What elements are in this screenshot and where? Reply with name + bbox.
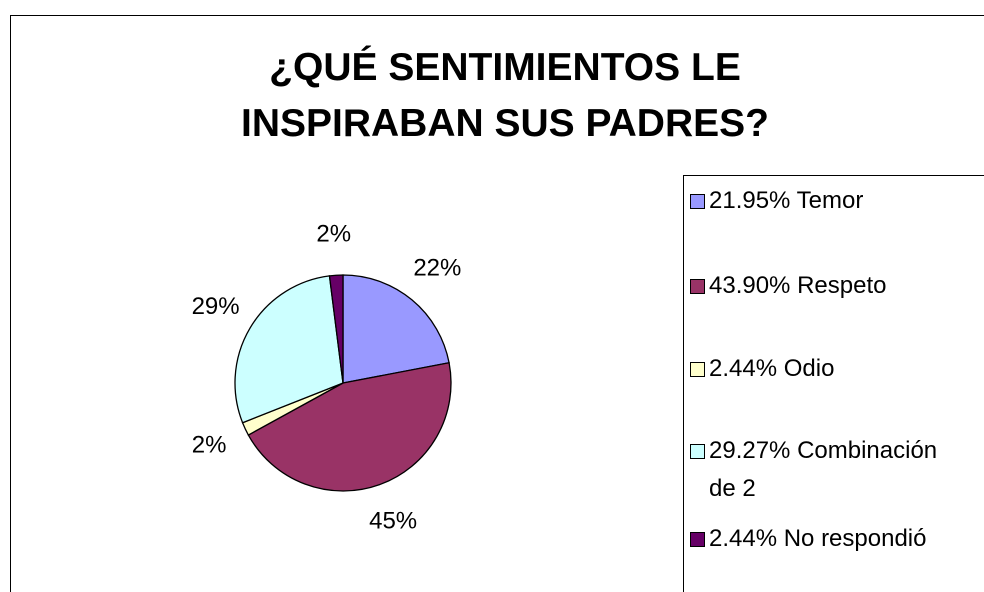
pie-slice: [247, 362, 452, 492]
data-label: 29%: [192, 293, 240, 320]
legend: 21.95% Temor 43.90% Respeto 2.44% Odio 29.2…: [683, 175, 984, 592]
chart-title: ¿QUÉ SENTIMIENTOS LE INSPIRABAN SUS PADR…: [240, 46, 769, 145]
legend-swatch: [690, 532, 705, 547]
legend-swatch: [690, 279, 705, 294]
legend-swatch: [690, 362, 705, 377]
legend-label: 21.95% Temor: [709, 187, 864, 214]
data-label: 22%: [413, 254, 461, 281]
legend-entry: 21.95% Temor: [690, 182, 960, 220]
legend-entry: 2.44% No respondió: [690, 520, 960, 558]
legend-label: 2.44% Odio: [709, 355, 835, 382]
data-label: 2%: [192, 431, 227, 458]
legend-entry: 2.44% Odio: [690, 350, 960, 388]
pie-slice: [234, 275, 344, 424]
legend-label: 29.27% Combinación de 2: [709, 437, 938, 502]
legend-swatch: [690, 194, 705, 209]
legend-entry: 29.27% Combinación de 2: [690, 432, 960, 508]
legend-label: 43.90% Respeto: [709, 272, 887, 299]
legend-swatch: [690, 444, 705, 459]
legend-label: 2.44% No respondió: [709, 525, 927, 552]
chart-frame: [10, 15, 984, 592]
data-label: 45%: [369, 508, 417, 535]
legend-entry: 43.90% Respeto: [690, 267, 960, 305]
data-label: 2%: [316, 221, 351, 248]
pie-slice: [328, 274, 344, 384]
pie-slice: [342, 274, 450, 384]
